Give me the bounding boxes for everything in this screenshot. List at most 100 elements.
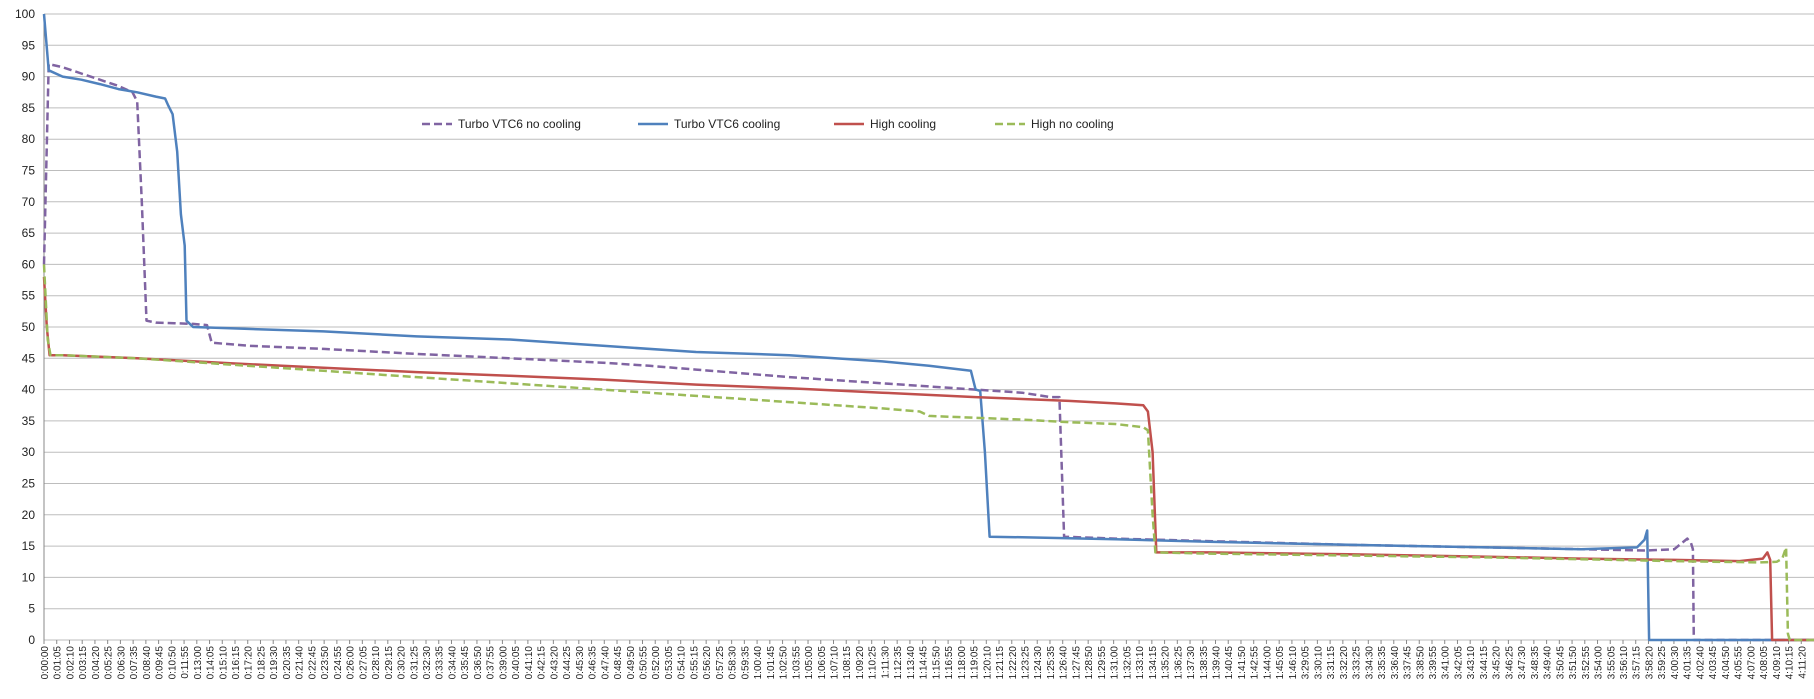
x-tick-label: 3:33:25	[1352, 646, 1363, 680]
x-tick-label: 0:06:30	[116, 646, 127, 680]
x-tick-label: 3:51:50	[1568, 646, 1579, 680]
x-tick-label: 1:10:25	[868, 646, 879, 680]
x-tick-label: 4:09:10	[1772, 646, 1783, 680]
x-tick-label: 1:37:30	[1186, 646, 1197, 680]
x-tick-label: 0:40:05	[511, 646, 522, 680]
y-tick-label: 60	[22, 257, 36, 271]
y-tick-label: 85	[22, 101, 36, 115]
x-tick-label: 1:19:05	[970, 646, 981, 680]
x-tick-label: 1:06:05	[817, 646, 828, 680]
x-tick-label: 0:17:20	[244, 646, 255, 680]
y-tick-label: 35	[22, 414, 36, 428]
x-tick-label: 0:48:45	[613, 646, 624, 680]
y-tick-label: 50	[22, 320, 36, 334]
legend-label: Turbo VTC6 cooling	[674, 117, 780, 131]
x-tick-label: 0:13:00	[193, 646, 204, 680]
x-tick-label: 0:41:10	[524, 646, 535, 680]
x-tick-label: 4:01:35	[1683, 646, 1694, 680]
x-tick-label: 3:56:10	[1619, 646, 1630, 680]
x-tick-label: 1:40:45	[1224, 646, 1235, 680]
x-tick-label: 3:43:10	[1466, 646, 1477, 680]
x-tick-label: 3:29:05	[1301, 646, 1312, 680]
x-tick-label: 1:07:10	[829, 646, 840, 680]
x-tick-label: 1:46:10	[1288, 646, 1299, 680]
x-tick-label: 0:33:35	[435, 646, 446, 680]
y-tick-label: 45	[22, 351, 36, 365]
x-tick-label: 0:16:15	[231, 646, 242, 680]
x-tick-label: 3:50:45	[1555, 646, 1566, 680]
x-tick-label: 0:42:15	[537, 646, 548, 680]
x-tick-label: 1:33:10	[1135, 646, 1146, 680]
x-tick-label: 0:36:50	[473, 646, 484, 680]
x-tick-label: 0:11:55	[180, 646, 191, 679]
x-tick-label: 1:12:35	[893, 646, 904, 680]
x-tick-label: 0:04:20	[91, 646, 102, 680]
x-tick-label: 0:24:55	[333, 646, 344, 680]
legend-label: Turbo VTC6 no cooling	[458, 117, 581, 131]
x-tick-label: 0:10:50	[167, 646, 178, 680]
x-tick-label: 1:09:20	[855, 646, 866, 680]
grid-lines	[43, 13, 1814, 641]
x-tick-label: 3:30:10	[1313, 646, 1324, 680]
y-tick-label: 20	[22, 508, 36, 522]
x-tick-label: 0:05:25	[104, 646, 115, 680]
x-tick-label: 3:45:20	[1492, 646, 1503, 680]
x-tick-label: 0:34:40	[447, 646, 458, 680]
x-tick-label: 0:03:15	[78, 646, 89, 680]
x-tick-label: 0:50:55	[638, 646, 649, 680]
x-tick-label: 1:24:30	[1033, 646, 1044, 680]
y-tick-label: 5	[28, 602, 35, 616]
x-tick-label: 3:58:20	[1644, 646, 1655, 680]
x-tick-label: 0:57:25	[715, 646, 726, 680]
x-tick-label: 1:34:15	[1148, 646, 1159, 680]
x-tick-label: 0:23:50	[320, 646, 331, 680]
y-tick-label: 25	[22, 477, 36, 491]
x-tick-label: 3:46:25	[1504, 646, 1515, 680]
x-tick-label: 0:47:40	[600, 646, 611, 680]
x-tick-label: 0:45:30	[575, 646, 586, 680]
x-tick-label: 0:30:20	[397, 646, 408, 680]
y-tick-label: 15	[22, 539, 36, 553]
x-tick-label: 4:00:30	[1670, 646, 1681, 680]
x-tick-label: 3:57:15	[1632, 646, 1643, 680]
x-tick-label: 4:08:05	[1759, 646, 1770, 680]
x-tick-label: 0:22:45	[307, 646, 318, 680]
x-tick-label: 0:14:05	[206, 646, 217, 680]
x-tick-label: 1:15:50	[931, 646, 942, 680]
x-tick-label: 0:37:55	[486, 646, 497, 680]
x-tick-label: 0:58:30	[728, 646, 739, 680]
x-tick-label: 0:54:10	[677, 646, 688, 680]
y-tick-label: 65	[22, 226, 36, 240]
x-tick-label: 0:55:15	[689, 646, 700, 680]
x-tick-label: 1:00:40	[753, 646, 764, 680]
x-tick-label: 0:35:45	[460, 646, 471, 680]
x-tick-label: 1:11:30	[880, 646, 891, 679]
x-tick-label: 4:02:40	[1695, 646, 1706, 680]
series-line-high-no-cooling	[42, 264, 1814, 642]
x-tick-label: 4:03:45	[1708, 646, 1719, 680]
x-tick-label: 1:20:10	[982, 646, 993, 680]
x-tick-label: 1:28:50	[1084, 646, 1095, 680]
x-tick-label: 0:07:35	[129, 646, 140, 680]
x-tick-label: 0:20:35	[282, 646, 293, 680]
x-tick-label: 3:54:00	[1594, 646, 1605, 680]
x-tick-label: 1:42:55	[1250, 646, 1261, 680]
legend: Turbo VTC6 no cooling Turbo VTC6 cooling H…	[422, 117, 1114, 131]
y-axis-tick-labels: 0 5 10 15 20 25 30 35 40 45 50 55 60 65 70 75 80 85 90 95 10…	[15, 7, 35, 647]
x-tick-label: 1:29:55	[1097, 646, 1108, 680]
y-tick-label: 10	[22, 570, 36, 584]
x-tick-label: 1:25:35	[1046, 646, 1057, 680]
y-tick-label: 0	[28, 633, 35, 647]
series-line-turbo-vtc6-no-cooling	[42, 62, 1814, 642]
x-tick-label: 0:31:25	[409, 646, 420, 680]
x-tick-label: 3:38:50	[1415, 646, 1426, 680]
series-lines	[42, 13, 1814, 642]
x-tick-label: 3:31:15	[1326, 646, 1337, 680]
x-tick-label: 0:29:15	[384, 646, 395, 680]
x-tick-label: 0:09:45	[155, 646, 166, 680]
legend-label: High cooling	[870, 117, 936, 131]
legend-label: High no cooling	[1031, 117, 1114, 131]
x-tick-label: 1:35:20	[1161, 646, 1172, 680]
x-tick-label: 3:41:00	[1441, 646, 1452, 680]
x-tick-label: 1:05:00	[804, 646, 815, 680]
